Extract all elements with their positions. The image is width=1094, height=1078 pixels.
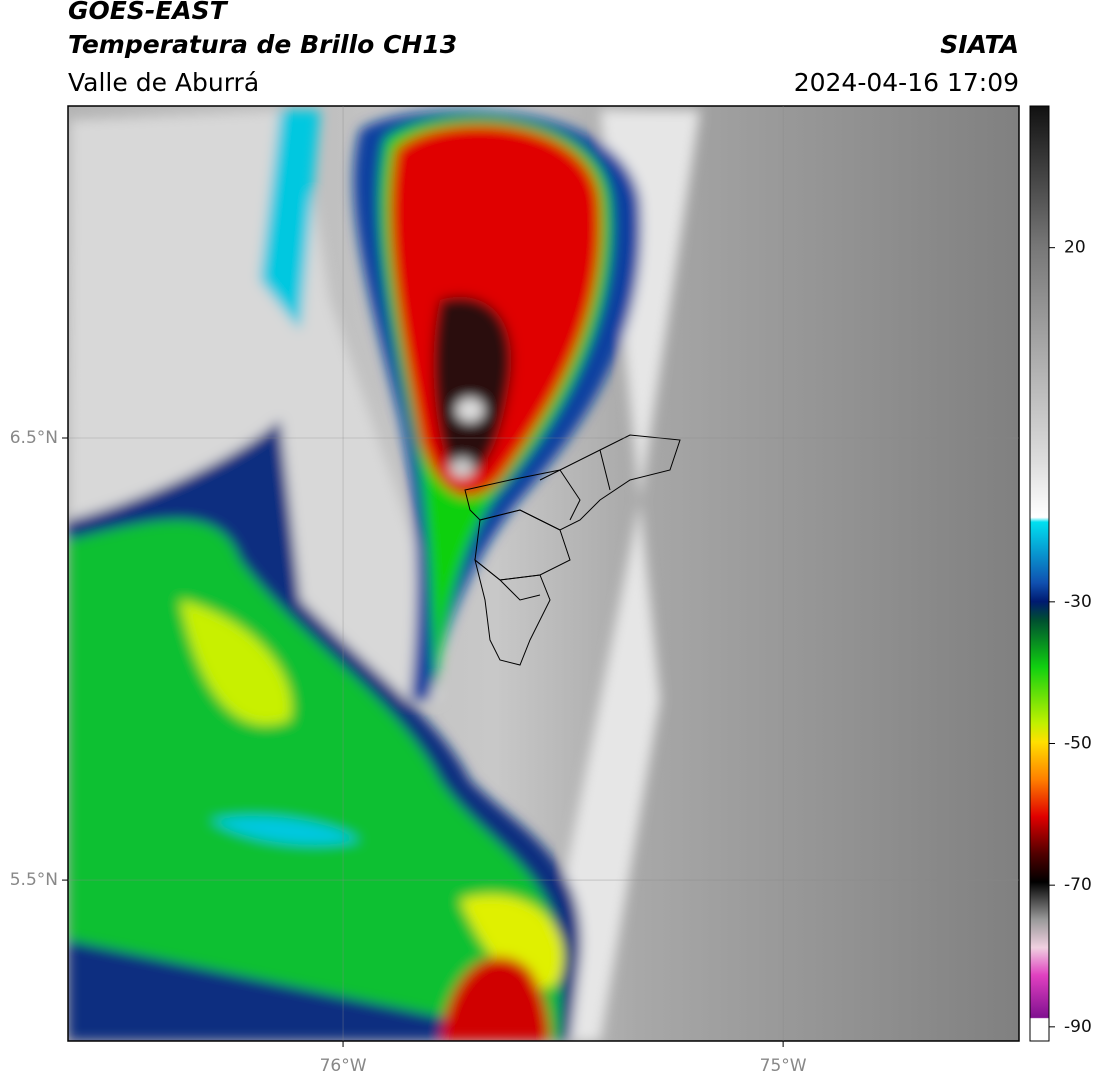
agency: SIATA [940,30,1019,59]
colorbar-tick-label: -50 [1064,734,1092,754]
colorbar-tick-label: -30 [1064,592,1092,612]
satellite-image [68,106,1019,1041]
datetime: 2024-04-16 17:09 [794,68,1019,97]
x-tick-label: 76°W [320,1056,367,1076]
colorbar-tick-label: -90 [1064,1017,1092,1037]
x-tick-label: 75°W [760,1056,807,1076]
y-tick-label: 6.5°N [10,428,58,448]
satellite: GOES-EAST [68,0,229,25]
region: Valle de Aburrá [68,68,259,97]
colorbar [1029,105,1050,1042]
colorbar-tick-label: -70 [1064,875,1092,895]
y-tick-label: 5.5°N [10,870,58,890]
colorbar-tick-label: 20 [1064,238,1086,258]
product: Temperatura de Brillo CH13 [68,30,457,59]
map-frame [67,105,1020,1042]
